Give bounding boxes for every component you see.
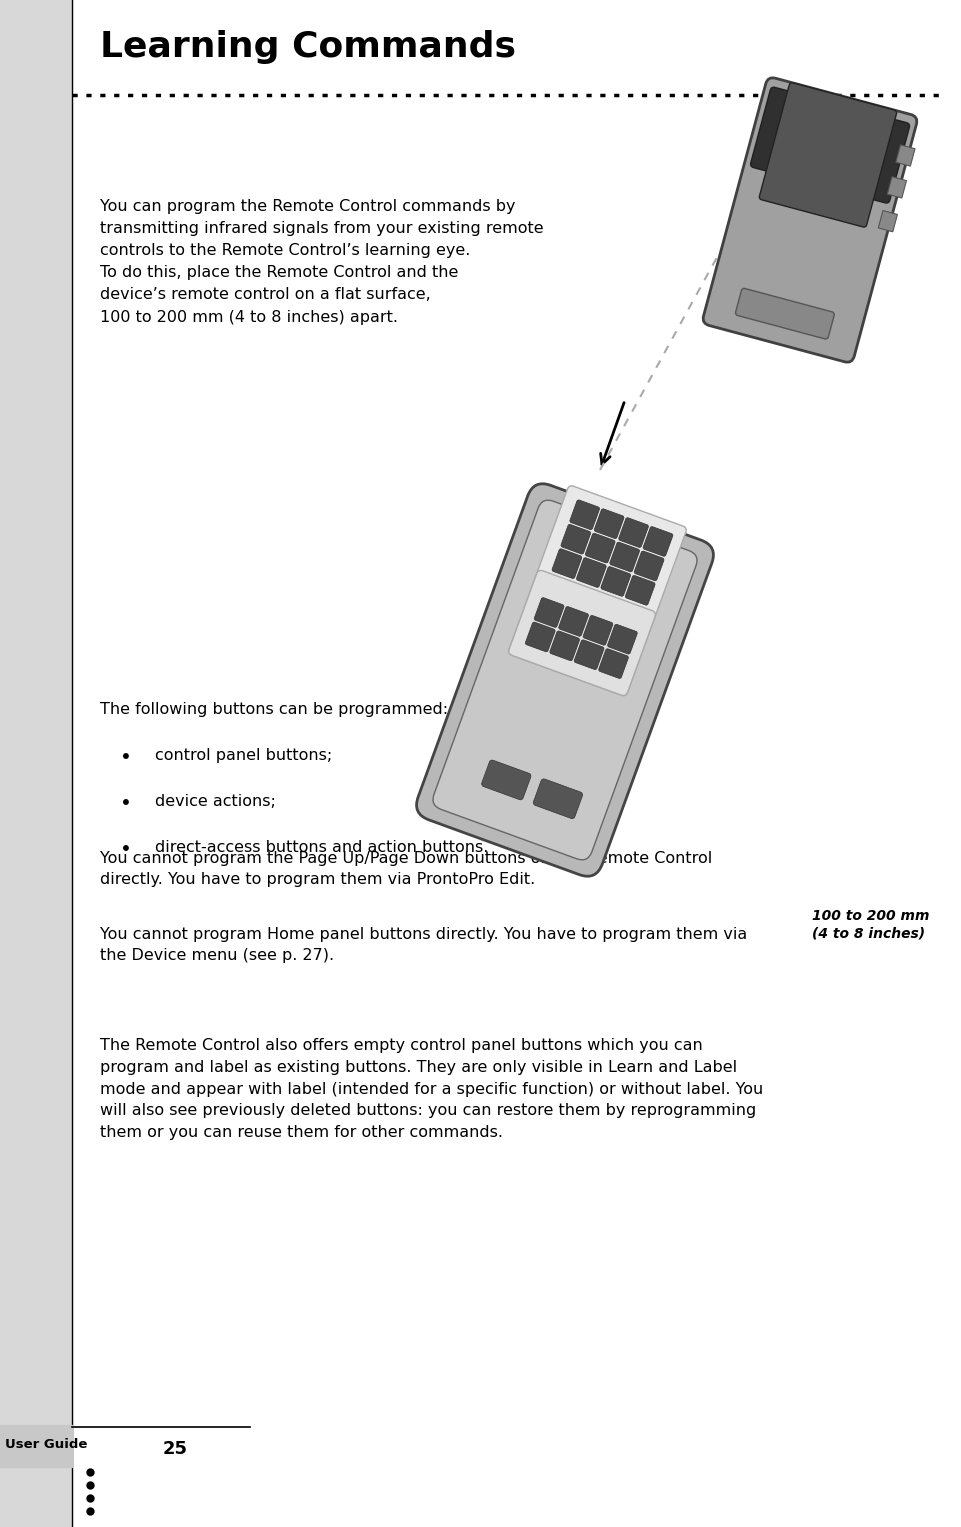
FancyBboxPatch shape xyxy=(599,649,628,678)
FancyBboxPatch shape xyxy=(508,486,686,696)
FancyBboxPatch shape xyxy=(433,501,697,860)
FancyBboxPatch shape xyxy=(561,524,591,554)
Bar xyxy=(0,1425,72,1467)
FancyBboxPatch shape xyxy=(577,557,606,588)
Text: •: • xyxy=(120,748,132,767)
Text: control panel buttons;: control panel buttons; xyxy=(155,748,333,764)
FancyBboxPatch shape xyxy=(607,625,637,654)
FancyBboxPatch shape xyxy=(550,631,579,661)
FancyBboxPatch shape xyxy=(643,527,673,556)
Text: 25: 25 xyxy=(162,1440,187,1458)
FancyBboxPatch shape xyxy=(634,551,664,580)
FancyBboxPatch shape xyxy=(585,533,615,563)
Text: You cannot program the Page Up/Page Down buttons on the Remote Control
directly.: You cannot program the Page Up/Page Down… xyxy=(100,851,712,887)
FancyBboxPatch shape xyxy=(570,499,600,530)
Text: User Guide: User Guide xyxy=(5,1438,87,1452)
Bar xyxy=(887,177,906,199)
FancyBboxPatch shape xyxy=(703,78,917,362)
Text: You cannot program Home panel buttons directly. You have to program them via
the: You cannot program Home panel buttons di… xyxy=(100,927,748,964)
Bar xyxy=(896,145,915,166)
Bar xyxy=(0,0,72,1527)
Text: 100 to 200 mm
(4 to 8 inches): 100 to 200 mm (4 to 8 inches) xyxy=(812,909,929,941)
Text: •: • xyxy=(120,794,132,812)
FancyBboxPatch shape xyxy=(575,640,604,670)
FancyBboxPatch shape xyxy=(552,548,581,579)
FancyBboxPatch shape xyxy=(626,576,655,605)
FancyBboxPatch shape xyxy=(601,567,630,597)
FancyBboxPatch shape xyxy=(508,571,655,696)
Text: You can program the Remote Control commands by
transmitting infrared signals fro: You can program the Remote Control comma… xyxy=(100,199,544,325)
FancyBboxPatch shape xyxy=(594,508,624,539)
Text: The Remote Control also offers empty control panel buttons which you can
program: The Remote Control also offers empty con… xyxy=(100,1038,763,1139)
FancyBboxPatch shape xyxy=(610,542,640,573)
FancyBboxPatch shape xyxy=(759,82,897,228)
Text: Learning Commands: Learning Commands xyxy=(100,31,516,64)
Text: direct-access buttons and action buttons.: direct-access buttons and action buttons… xyxy=(155,840,488,855)
FancyBboxPatch shape xyxy=(526,621,555,652)
FancyBboxPatch shape xyxy=(619,518,649,548)
FancyBboxPatch shape xyxy=(583,615,613,646)
FancyBboxPatch shape xyxy=(481,760,531,800)
FancyBboxPatch shape xyxy=(558,606,588,637)
FancyBboxPatch shape xyxy=(751,87,909,203)
Text: •: • xyxy=(120,840,132,858)
Text: The following buttons can be programmed:: The following buttons can be programmed: xyxy=(100,702,448,718)
FancyBboxPatch shape xyxy=(533,779,582,818)
Text: device actions;: device actions; xyxy=(155,794,276,809)
FancyBboxPatch shape xyxy=(416,484,713,876)
Bar xyxy=(878,211,898,232)
FancyBboxPatch shape xyxy=(534,597,564,628)
FancyBboxPatch shape xyxy=(735,289,834,339)
